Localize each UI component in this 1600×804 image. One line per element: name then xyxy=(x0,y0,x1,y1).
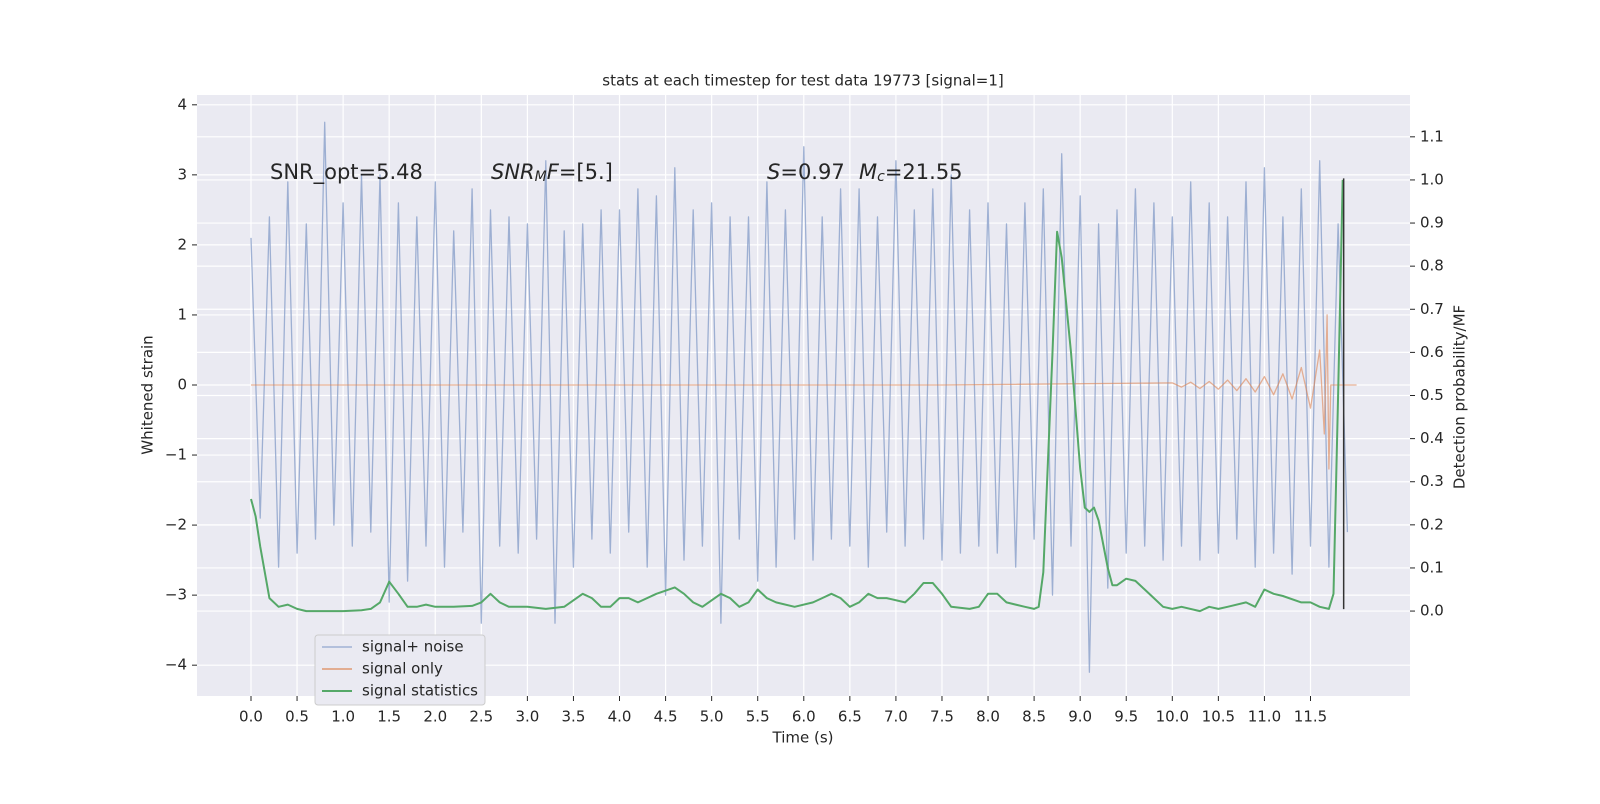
legend-box xyxy=(314,634,486,706)
annotation: SNRMF=[5.] xyxy=(491,160,613,185)
y2-axis-label: Detection probability/MF xyxy=(1451,305,1469,489)
annotation: SNR_opt=5.48 xyxy=(270,160,423,185)
y-tick-label: 1 xyxy=(177,305,187,323)
annotation-part: SNR_opt=5.48 xyxy=(270,160,423,185)
annotation: S=0.97 xyxy=(767,160,845,184)
y2-tick-label: 0.6 xyxy=(1420,343,1444,361)
y2-tick-label: 0.0 xyxy=(1420,602,1444,620)
x-tick-label: 4.0 xyxy=(608,708,632,726)
y-tick-label: 2 xyxy=(177,235,187,253)
annotation-part: M xyxy=(859,160,877,184)
x-tick-label: 8.5 xyxy=(1022,708,1046,726)
x-tick-label: 9.0 xyxy=(1068,708,1092,726)
x-tick-label: 10.0 xyxy=(1156,708,1189,726)
series-line xyxy=(250,179,1344,613)
annotation-part: c xyxy=(877,169,885,185)
chart-title: stats at each timestep for test data 197… xyxy=(602,72,1003,90)
y-tick-label: 0 xyxy=(177,375,187,393)
x-tick-label: 5.0 xyxy=(700,708,724,726)
y2-tick-label: 0.8 xyxy=(1420,257,1444,275)
x-tick-label: 10.5 xyxy=(1202,708,1235,726)
y-tick-label: −2 xyxy=(165,516,187,534)
y-tick-label: 4 xyxy=(177,95,187,113)
y2-tick-label: 0.5 xyxy=(1420,386,1444,404)
annotation-part: =21.55 xyxy=(885,160,963,184)
annotation: Mc=21.55 xyxy=(859,160,963,185)
legend-label: signal statistics xyxy=(362,682,478,700)
series-line xyxy=(251,314,1357,470)
x-tick-label: 2.5 xyxy=(469,708,493,726)
x-tick-label: 3.5 xyxy=(562,708,586,726)
y2-tick-label: 1.1 xyxy=(1420,127,1444,145)
x-tick-label: 5.5 xyxy=(746,708,770,726)
x-tick-label: 11.0 xyxy=(1248,708,1281,726)
y2-tick-label: 0.3 xyxy=(1420,472,1444,490)
y2-tick-label: 1.0 xyxy=(1420,170,1444,188)
x-tick-label: 6.5 xyxy=(838,708,862,726)
y-tick-label: −4 xyxy=(165,656,187,674)
y2-tick-label: 0.4 xyxy=(1420,429,1444,447)
annotation-part: =0.97 xyxy=(780,160,844,184)
annotation-part: F xyxy=(547,160,560,184)
x-axis-label: Time (s) xyxy=(772,729,834,747)
y-tick-label: 3 xyxy=(177,165,187,183)
legend-label: signal only xyxy=(362,660,443,678)
x-tick-label: 8.0 xyxy=(976,708,1000,726)
x-tick-label: 2.0 xyxy=(423,708,447,726)
x-tick-label: 9.5 xyxy=(1114,708,1138,726)
y-tick-label: −3 xyxy=(165,586,187,604)
legend-label: signal+ noise xyxy=(362,638,464,656)
y2-tick-label: 0.7 xyxy=(1420,300,1444,318)
x-tick-label: 11.5 xyxy=(1294,708,1327,726)
x-tick-label: 7.0 xyxy=(884,708,908,726)
x-tick-label: 3.0 xyxy=(515,708,539,726)
y2-tick-label: 0.9 xyxy=(1420,214,1444,232)
y2-tick-label: 0.2 xyxy=(1420,515,1444,533)
x-tick-label: 1.5 xyxy=(377,708,401,726)
x-tick-label: 6.0 xyxy=(792,708,816,726)
annotation-part: S xyxy=(767,160,780,184)
x-tick-label: 0.0 xyxy=(239,708,263,726)
x-tick-label: 4.5 xyxy=(654,708,678,726)
y-axis-label: Whitened strain xyxy=(139,335,157,454)
legend: signal+ noise signal only signal statistic… xyxy=(314,634,486,706)
y2-tick-label: 0.1 xyxy=(1420,558,1444,576)
annotation-part: =[5.] xyxy=(559,160,613,184)
x-tick-label: 0.5 xyxy=(285,708,309,726)
annotation-part: SNR xyxy=(491,160,535,184)
x-tick-label: 7.5 xyxy=(930,708,954,726)
y-tick-label: −1 xyxy=(165,446,187,464)
series-line xyxy=(250,121,1349,673)
annotation-part: M xyxy=(535,169,547,185)
x-tick-label: 1.0 xyxy=(331,708,355,726)
